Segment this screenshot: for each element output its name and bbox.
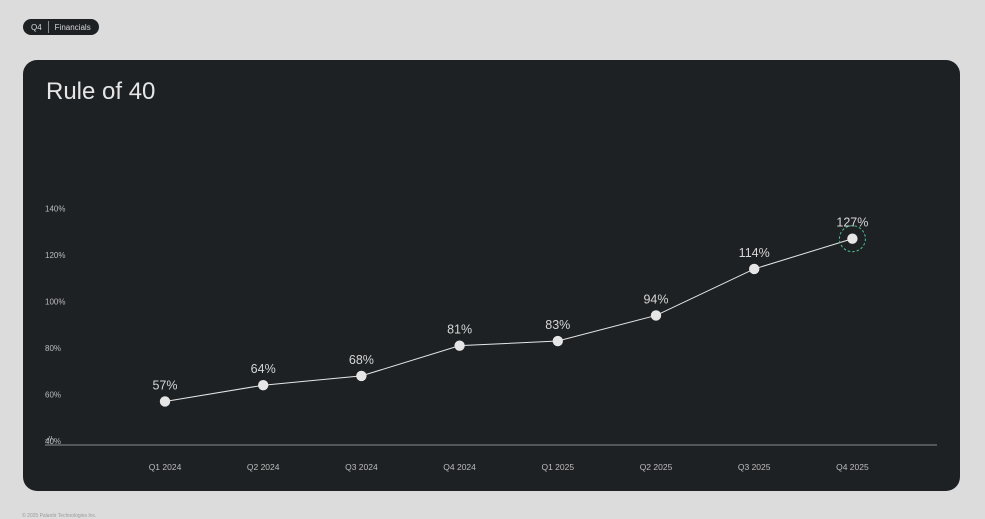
data-label: 64% bbox=[251, 362, 276, 376]
x-tick-label: Q3 2024 bbox=[345, 462, 378, 472]
data-label: 127% bbox=[836, 216, 868, 230]
data-label: 94% bbox=[643, 292, 668, 306]
header-badge: Q4 Financials bbox=[23, 19, 99, 35]
y-tick-label: 120% bbox=[45, 251, 65, 260]
axis-break-label: -//- bbox=[45, 435, 55, 444]
data-point bbox=[650, 310, 662, 321]
data-point bbox=[356, 370, 367, 382]
x-tick-label: Q3 2025 bbox=[738, 462, 771, 472]
footer-copyright: © 2025 Palantir Technologies Inc. bbox=[22, 513, 97, 519]
x-tick-label: Q2 2025 bbox=[640, 462, 673, 472]
data-label: 114% bbox=[739, 246, 770, 260]
series-line bbox=[164, 238, 853, 402]
highlight-ring bbox=[838, 225, 866, 253]
badge-divider bbox=[47, 21, 49, 33]
data-point bbox=[454, 340, 465, 351]
y-tick-label: 140% bbox=[45, 205, 65, 214]
y-tick-label: 100% bbox=[45, 298, 65, 307]
data-label: 57% bbox=[152, 378, 177, 392]
x-tick-label: Q4 2024 bbox=[443, 462, 476, 472]
data-label: 83% bbox=[545, 318, 570, 332]
data-point bbox=[552, 335, 563, 347]
x-tick-label: Q4 2025 bbox=[836, 462, 869, 472]
x-tick-label: Q1 2024 bbox=[149, 462, 182, 472]
quarter-label: Q4 bbox=[31, 22, 42, 32]
x-tick-label: Q2 2024 bbox=[247, 462, 280, 472]
data-point bbox=[749, 263, 760, 275]
data-point bbox=[847, 233, 858, 244]
data-label: 81% bbox=[447, 323, 472, 337]
data-point bbox=[258, 380, 269, 391]
chart-title: Rule of 40 bbox=[46, 78, 156, 105]
chart-card: Rule of 40 40% 60% 80% 100% 120% 140% -//- Q1 2… bbox=[23, 60, 960, 491]
rule-of-40-line-chart: 40% 60% 80% 100% 120% 140% -//- Q1 2024 Q2 2024 Q… bbox=[45, 205, 937, 472]
y-tick-label: 40% bbox=[45, 437, 61, 446]
data-point bbox=[159, 396, 171, 407]
data-label: 68% bbox=[349, 353, 374, 367]
y-tick-label: 60% bbox=[45, 391, 61, 400]
x-tick-label: Q1 2025 bbox=[541, 462, 574, 472]
y-tick-label: 80% bbox=[45, 344, 61, 353]
section-label: Financials bbox=[54, 22, 91, 32]
